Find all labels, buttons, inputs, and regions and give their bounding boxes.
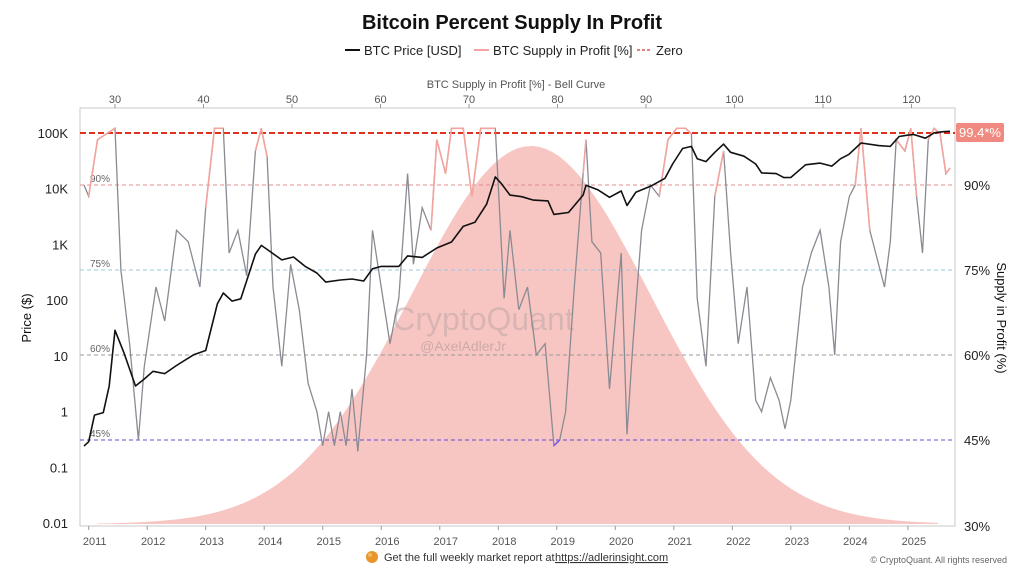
x-tick-label: 2021 [668,536,692,548]
top-tick-label: 40 [197,94,209,106]
current-value-badge: 99.4*% [956,123,1004,142]
y-right-tick-label: 30% [964,519,990,534]
y-left-tick-label: 10K [45,182,68,197]
top-axis-title: BTC Supply in Profit [%] - Bell Curve [427,79,606,91]
top-tick-label: 50 [286,94,298,106]
y-left-tick-label: 0.01 [43,516,68,531]
footer-report-text: Get the full weekly market report at [384,552,555,564]
price-series-layer [83,130,951,447]
y-right-tick-label: 60% [964,348,990,363]
y-left-title: Price ($) [19,293,34,342]
x-tick-label: 2020 [609,536,633,548]
supply-line-highlight [945,167,951,175]
supply-line-highlight [436,139,447,174]
reference-line-label: 60% [90,344,110,355]
top-tick-label: 100 [725,94,743,106]
x-tick-label: 2016 [375,536,399,548]
y-left-tick-label: 1K [52,237,68,252]
x-tick-label: 2018 [492,536,516,548]
x-tick-label: 2013 [199,536,223,548]
coin-icon-highlight [368,553,372,557]
x-tick-label: 2024 [843,536,867,548]
supply-line [83,127,951,452]
current-value-badge-bg [956,123,1004,142]
footer-report-link[interactable]: https://adlerinsight.com [555,552,668,564]
y-left-tick-label: 100K [38,126,69,141]
y-left-tick-label: 100 [46,293,68,308]
supply-line-highlight [684,127,692,135]
x-tick-label: 2025 [902,536,926,548]
supply-line-highlight [553,439,561,447]
supply-line-highlight [582,139,587,174]
x-tick-label: 2019 [551,536,575,548]
reference-line-label: 75% [90,259,110,270]
legend-label-supply: BTC Supply in Profit [%] [493,43,632,58]
bell-curve-layer [97,146,939,524]
top-tick-label: 80 [551,94,563,106]
y-left-tick-label: 1 [61,405,68,420]
supply-line-highlight [667,127,678,141]
y-right-title: Supply in Profit (%) [994,262,1009,373]
chart-title: Bitcoin Percent Supply In Profit [362,12,662,34]
legend: BTC Price [USD] BTC Supply in Profit [%]… [345,43,683,58]
bell-curve-area [97,146,939,524]
legend-label-zero: Zero [656,43,683,58]
top-tick-label: 60 [374,94,386,106]
supply-line-highlight [260,128,268,157]
supply-line-highlight [462,128,473,197]
supply-line-highlight [87,139,99,197]
y-right-tick-label: 90% [964,178,990,193]
legend-label-price: BTC Price [USD] [364,43,462,58]
supply-line-highlight [910,128,918,197]
price-line [83,130,951,447]
x-tick-label: 2011 [83,536,107,548]
supply-series-layer [83,127,951,452]
supply-line-highlight [471,128,482,197]
top-tick-label: 30 [109,94,121,106]
x-tick-label: 2015 [316,536,340,548]
coin-icon [366,551,378,563]
reference-lines-layer: 90% 75% 60% 45% [80,132,955,441]
x-tick-label: 2017 [434,536,458,548]
top-tick-label: 90 [640,94,652,106]
watermark-author: @AxelAdlerJr [420,338,506,354]
footer: Get the full weekly market report at htt… [366,551,1007,565]
axes-layer: 100K 10K 1K 100 10 1 0.1 0.01 90% 75% 60% 45% 30% 201… [38,94,991,548]
footer-copyright: © CryptoQuant. All rights reserved [870,555,1007,565]
supply-line-highlight [860,128,871,231]
supply-line-highlight [204,128,216,208]
plot-frame [79,107,956,527]
supply-line-highlight [933,127,941,135]
supply-line-highlight [444,128,453,174]
x-tick-label: 2022 [726,536,750,548]
watermark-brand: CryptoQuant [392,301,574,337]
supply-line-highlight [105,127,116,135]
reference-line-label: 90% [90,174,110,185]
supply-line-highlight [939,133,947,174]
y-right-tick-label: 45% [964,433,990,448]
y-right-tick-label: 75% [964,263,990,278]
top-tick-label: 110 [814,94,832,106]
current-value-badge-text: 99.4*% [959,125,1001,140]
x-tick-label: 2012 [141,536,165,548]
supply-line-highlight [895,139,906,152]
top-tick-label: 120 [902,94,920,106]
supply-line-highlight [854,128,862,186]
supply-line-highlight [430,139,438,231]
x-tick-label: 2023 [785,536,809,548]
y-left-tick-label: 10 [54,349,68,364]
y-left-tick-label: 0.1 [50,460,68,475]
supply-line-highlight [658,139,669,197]
x-tick-label: 2014 [258,536,282,548]
supply-line-highlight [904,128,912,152]
supply-line-highlight [254,128,263,152]
top-tick-label: 70 [463,94,475,106]
supply-line-highlight [97,133,107,141]
supply-line-highlight [714,150,725,197]
reference-line-label: 45% [90,429,110,440]
